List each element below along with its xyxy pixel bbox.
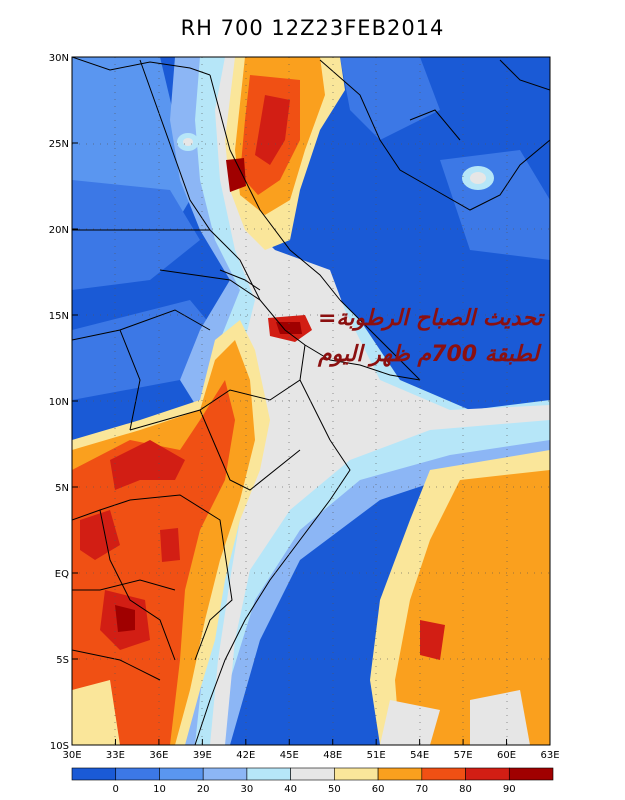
colorbar-swatch — [290, 767, 335, 781]
chart-title: RH 700 12Z23FEB2014 — [180, 16, 445, 40]
lon-tick-label: 48E — [323, 750, 342, 761]
longitude-axis: 30E 33E 36E 39E 42E 45E 48E 51E 54E 57E 60E 63E — [62, 739, 560, 761]
lon-tick-label: 51E — [367, 750, 386, 761]
lat-tick-label: 10N — [49, 397, 69, 408]
colorbar-swatch — [202, 767, 248, 781]
latitude-axis: 30N 25N 20N 15N 10N 5N EQ 5S 10S — [49, 53, 78, 752]
colorbar-label: 50 — [328, 784, 341, 795]
annotation-line-1: تحديث الصباح الرطوبة= — [318, 306, 543, 331]
lat-tick-label: 15N — [49, 311, 69, 322]
lat-tick-label: 10S — [50, 741, 69, 752]
colorbar-label: 10 — [153, 784, 166, 795]
lat-tick-label: EQ — [55, 569, 69, 580]
colorbar-swatch — [508, 767, 554, 781]
lon-tick-label: 30E — [62, 750, 81, 761]
colorbar-swatch — [465, 767, 510, 781]
lon-tick-label: 36E — [149, 750, 168, 761]
colorbar-swatch — [421, 767, 466, 781]
annotation-line-2: لطبقة 700م ظهر اليوم — [318, 342, 540, 367]
colorbar-swatch — [115, 767, 160, 781]
colorbar-label: 0 — [113, 784, 119, 795]
colorbar: 0 10 20 30 40 50 60 70 80 90 — [71, 767, 554, 795]
lon-tick-label: 45E — [280, 750, 299, 761]
lon-tick-label: 60E — [497, 750, 516, 761]
colorbar-label: 30 — [241, 784, 254, 795]
lat-tick-label: 30N — [49, 53, 69, 64]
lon-tick-label: 39E — [193, 750, 212, 761]
colorbar-label: 40 — [284, 784, 297, 795]
lat-tick-label: 5N — [55, 483, 69, 494]
lat-tick-label: 20N — [49, 225, 69, 236]
lon-tick-label: 63E — [540, 750, 559, 761]
lat-tick-label: 25N — [49, 139, 69, 150]
colorbar-label: 20 — [197, 784, 210, 795]
colorbar-swatch — [246, 767, 291, 781]
lon-tick-label: 57E — [454, 750, 473, 761]
colorbar-swatch — [71, 767, 117, 781]
colorbar-swatch — [159, 767, 204, 781]
lon-tick-label: 33E — [106, 750, 125, 761]
colorbar-label: 60 — [372, 784, 385, 795]
lon-tick-label: 42E — [236, 750, 255, 761]
colorbar-label: 90 — [503, 784, 516, 795]
humidity-field — [72, 57, 550, 745]
colorbar-label: 70 — [415, 784, 428, 795]
lat-tick-label: 5S — [56, 655, 69, 666]
colorbar-swatch — [334, 767, 379, 781]
colorbar-swatch — [377, 767, 423, 781]
colorbar-label: 80 — [459, 784, 472, 795]
lon-tick-label: 54E — [410, 750, 429, 761]
